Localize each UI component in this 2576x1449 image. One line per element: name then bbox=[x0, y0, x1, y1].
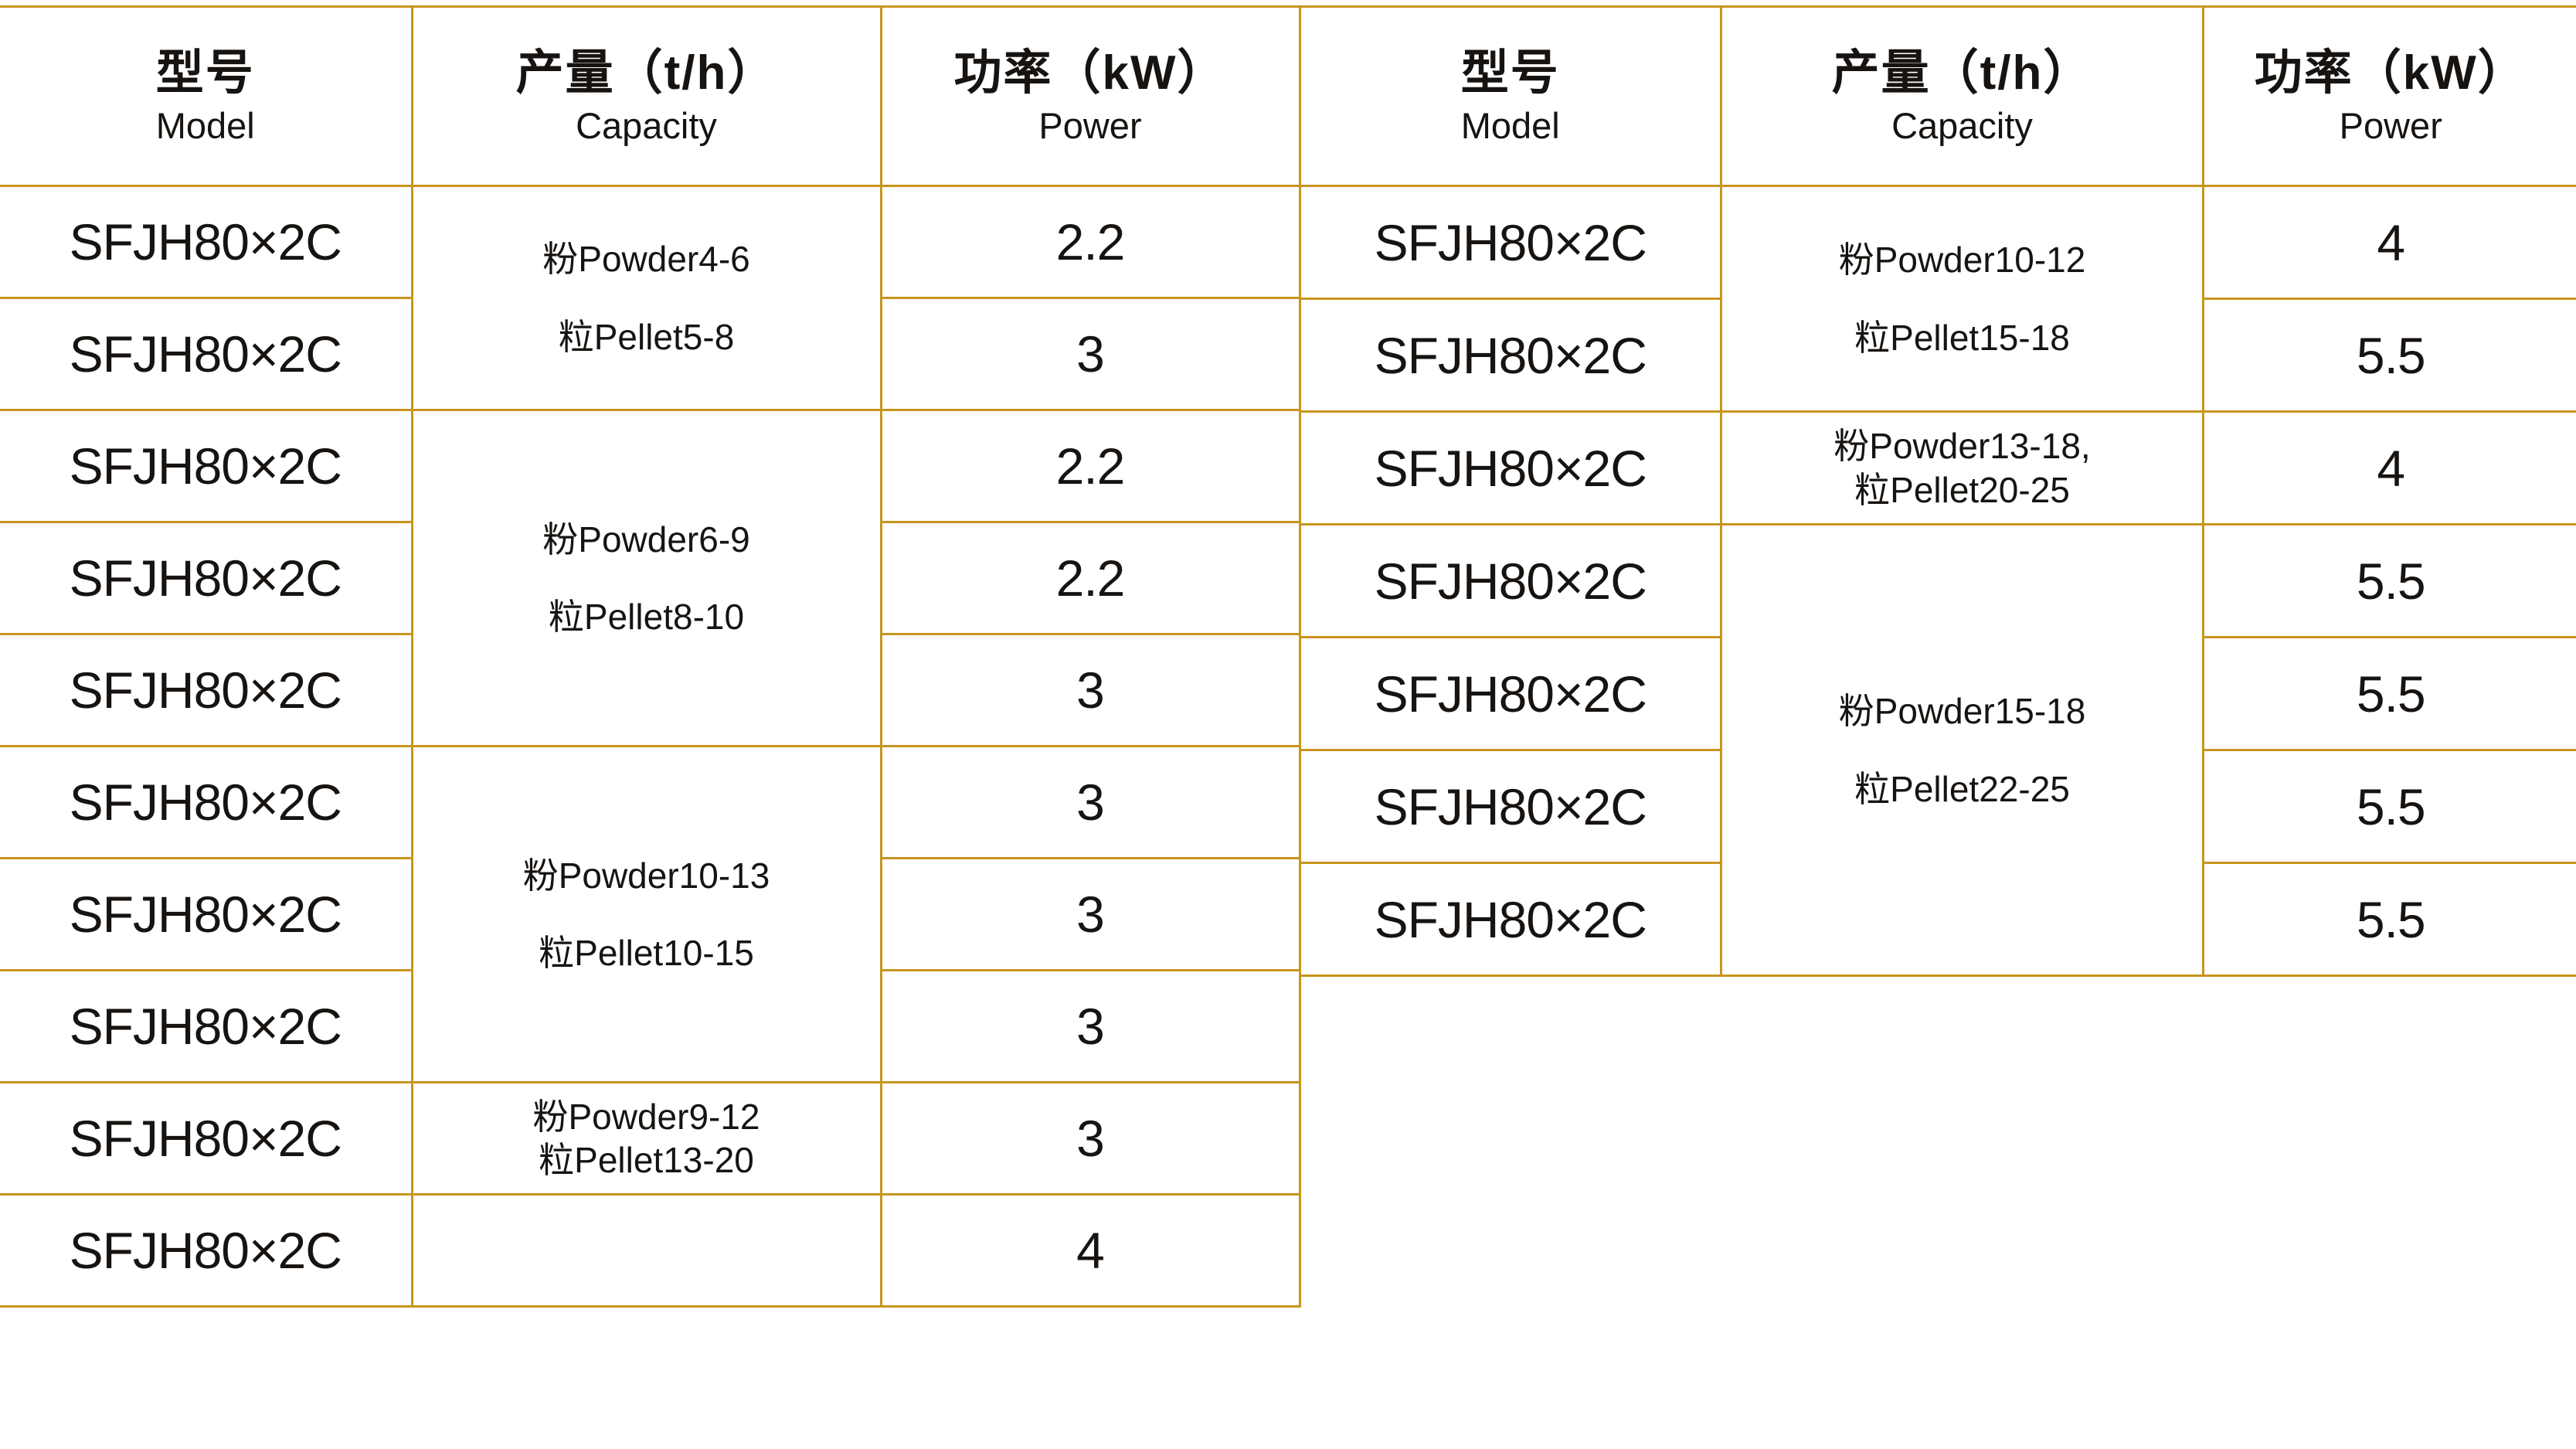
right-spec-table: 型号 Model 产量（t/h） Capacity 功率（kW） Power S… bbox=[1300, 5, 2576, 977]
header-model-zh: 型号 bbox=[1460, 46, 1560, 100]
table-row: SFJH80×2C 5.5 bbox=[1300, 749, 2576, 864]
table-row: SFJH80×2C 5.5 bbox=[1300, 862, 2576, 977]
power-cell: 5.5 bbox=[2202, 523, 2576, 638]
table-row: SFJH80×2C 5.5 bbox=[1300, 636, 2576, 751]
power-cell: 5.5 bbox=[2202, 636, 2576, 751]
model-cell: SFJH80×2C bbox=[0, 185, 413, 299]
power-cell: 3 bbox=[879, 969, 1301, 1083]
capacity-pellet: 粒Pellet15-18 bbox=[1854, 317, 2070, 358]
header-power-en: Power bbox=[1038, 105, 1142, 147]
capacity-cell: 粉Powder10-12 粒Pellet15-18 bbox=[1720, 185, 2204, 413]
header-model-zh: 型号 bbox=[155, 46, 255, 100]
capacity-pellet: 粒Pellet20-25 bbox=[1854, 469, 2070, 510]
table-row: SFJH80×2C 4 bbox=[0, 1193, 1301, 1308]
table-row: SFJH80×2C 粉Powder13-18, 粒Pellet20-25 4 bbox=[1300, 410, 2576, 526]
table-row: SFJH80×2C 3 bbox=[0, 633, 1301, 747]
model-cell: SFJH80×2C bbox=[1300, 410, 1722, 526]
table-row: SFJH80×2C 粉Powder15-18 粒Pellet22-25 5.5 bbox=[1300, 523, 2576, 977]
header-model: 型号 Model bbox=[1300, 5, 1722, 187]
right-header-row: 型号 Model 产量（t/h） Capacity 功率（kW） Power bbox=[1300, 5, 2576, 187]
table-row: SFJH80×2C 5.5 bbox=[1300, 298, 2576, 413]
header-capacity-zh: 产量（t/h） bbox=[515, 46, 777, 100]
table-row: SFJH80×2C 3 bbox=[0, 969, 1301, 1083]
header-capacity: 产量（t/h） Capacity bbox=[1720, 5, 2204, 187]
table-row: SFJH80×2C 3 bbox=[0, 857, 1301, 971]
model-cell: SFJH80×2C bbox=[0, 1193, 413, 1308]
power-cell: 4 bbox=[2202, 410, 2576, 526]
model-cell: SFJH80×2C bbox=[0, 633, 413, 747]
header-power-zh: 功率（kW） bbox=[953, 46, 1227, 100]
capacity-powder: 粉Powder4-6 bbox=[542, 239, 750, 280]
left-spec-table: 型号 Model 产量（t/h） Capacity 功率（kW） Power S… bbox=[0, 5, 1301, 1308]
model-cell: SFJH80×2C bbox=[1300, 185, 1722, 300]
power-cell: 5.5 bbox=[2202, 749, 2576, 864]
table-row: SFJH80×2C 粉Powder9-12 粒Pellet13-20 3 bbox=[0, 1081, 1301, 1196]
power-cell: 3 bbox=[879, 745, 1301, 859]
capacity-powder: 粉Powder6-9 bbox=[542, 519, 750, 560]
capacity-pellet: 粒Pellet8-10 bbox=[548, 597, 745, 637]
model-cell: SFJH80×2C bbox=[0, 521, 413, 635]
power-cell: 2.2 bbox=[879, 409, 1301, 523]
header-power: 功率（kW） Power bbox=[879, 5, 1301, 187]
table-row: SFJH80×2C 粉Powder10-12 粒Pellet15-18 4 bbox=[1300, 185, 2576, 413]
header-model: 型号 Model bbox=[0, 5, 413, 187]
model-cell: SFJH80×2C bbox=[1300, 298, 1722, 413]
model-cell: SFJH80×2C bbox=[0, 969, 413, 1083]
capacity-pellet: 粒Pellet22-25 bbox=[1854, 768, 2070, 809]
capacity-pellet: 粒Pellet10-15 bbox=[539, 933, 754, 973]
power-cell: 3 bbox=[879, 633, 1301, 747]
capacity-powder: 粉Powder15-18 bbox=[1838, 691, 2086, 732]
capacity-powder: 粉Powder9-12 bbox=[532, 1096, 760, 1137]
header-power-en: Power bbox=[2339, 105, 2442, 147]
model-cell: SFJH80×2C bbox=[1300, 636, 1722, 751]
model-cell: SFJH80×2C bbox=[0, 745, 413, 859]
model-cell: SFJH80×2C bbox=[0, 297, 413, 411]
left-header-row: 型号 Model 产量（t/h） Capacity 功率（kW） Power bbox=[0, 5, 1301, 187]
power-cell: 2.2 bbox=[879, 185, 1301, 299]
capacity-cell: 粉Powder9-12 粒Pellet13-20 bbox=[410, 1081, 882, 1196]
power-cell: 5.5 bbox=[2202, 298, 2576, 413]
header-model-en: Model bbox=[1460, 105, 1560, 147]
header-capacity-en: Capacity bbox=[576, 105, 717, 147]
model-cell: SFJH80×2C bbox=[0, 409, 413, 523]
capacity-cell: 粉Powder6-9 粒Pellet8-10 bbox=[410, 409, 882, 747]
header-model-en: Model bbox=[155, 105, 255, 147]
power-cell: 3 bbox=[879, 857, 1301, 971]
table-row: SFJH80×2C 粉Powder6-9 粒Pellet8-10 2.2 bbox=[0, 409, 1301, 747]
power-cell: 5.5 bbox=[2202, 862, 2576, 977]
table-row: SFJH80×2C 粉Powder10-13 粒Pellet10-15 3 bbox=[0, 745, 1301, 1083]
power-cell: 2.2 bbox=[879, 521, 1301, 635]
capacity-powder: 粉Powder10-13 bbox=[522, 855, 770, 896]
power-cell: 4 bbox=[2202, 185, 2576, 300]
table-row: SFJH80×2C 3 bbox=[0, 297, 1301, 411]
model-cell: SFJH80×2C bbox=[1300, 523, 1722, 638]
capacity-powder: 粉Powder13-18, bbox=[1833, 426, 2091, 467]
table-row: SFJH80×2C 粉Powder4-6 粒Pellet5-8 2.2 bbox=[0, 185, 1301, 411]
capacity-cell: 粉Powder10-13 粒Pellet10-15 bbox=[410, 745, 882, 1083]
capacity-cell: 粉Powder15-18 粒Pellet22-25 bbox=[1720, 523, 2204, 977]
spec-tables-wrapper: 型号 Model 产量（t/h） Capacity 功率（kW） Power S… bbox=[0, 5, 2576, 1308]
capacity-pellet: 粒Pellet13-20 bbox=[539, 1140, 754, 1180]
model-cell: SFJH80×2C bbox=[0, 857, 413, 971]
capacity-cell: 粉Powder13-18, 粒Pellet20-25 bbox=[1720, 410, 2204, 526]
header-capacity-en: Capacity bbox=[1891, 105, 2033, 147]
header-power: 功率（kW） Power bbox=[2202, 5, 2576, 187]
model-cell: SFJH80×2C bbox=[1300, 749, 1722, 864]
header-capacity: 产量（t/h） Capacity bbox=[410, 5, 882, 187]
capacity-powder: 粉Powder10-12 bbox=[1838, 240, 2086, 281]
header-power-zh: 功率（kW） bbox=[2254, 46, 2527, 100]
header-capacity-zh: 产量（t/h） bbox=[1831, 46, 2093, 100]
capacity-pellet: 粒Pellet5-8 bbox=[558, 316, 735, 357]
capacity-cell: 粉Powder4-6 粒Pellet5-8 bbox=[410, 185, 882, 411]
model-cell: SFJH80×2C bbox=[0, 1081, 413, 1196]
power-cell: 4 bbox=[879, 1193, 1301, 1308]
model-cell: SFJH80×2C bbox=[1300, 862, 1722, 977]
power-cell: 3 bbox=[879, 1081, 1301, 1196]
capacity-cell-empty bbox=[410, 1193, 882, 1308]
power-cell: 3 bbox=[879, 297, 1301, 411]
table-row: SFJH80×2C 2.2 bbox=[0, 521, 1301, 635]
